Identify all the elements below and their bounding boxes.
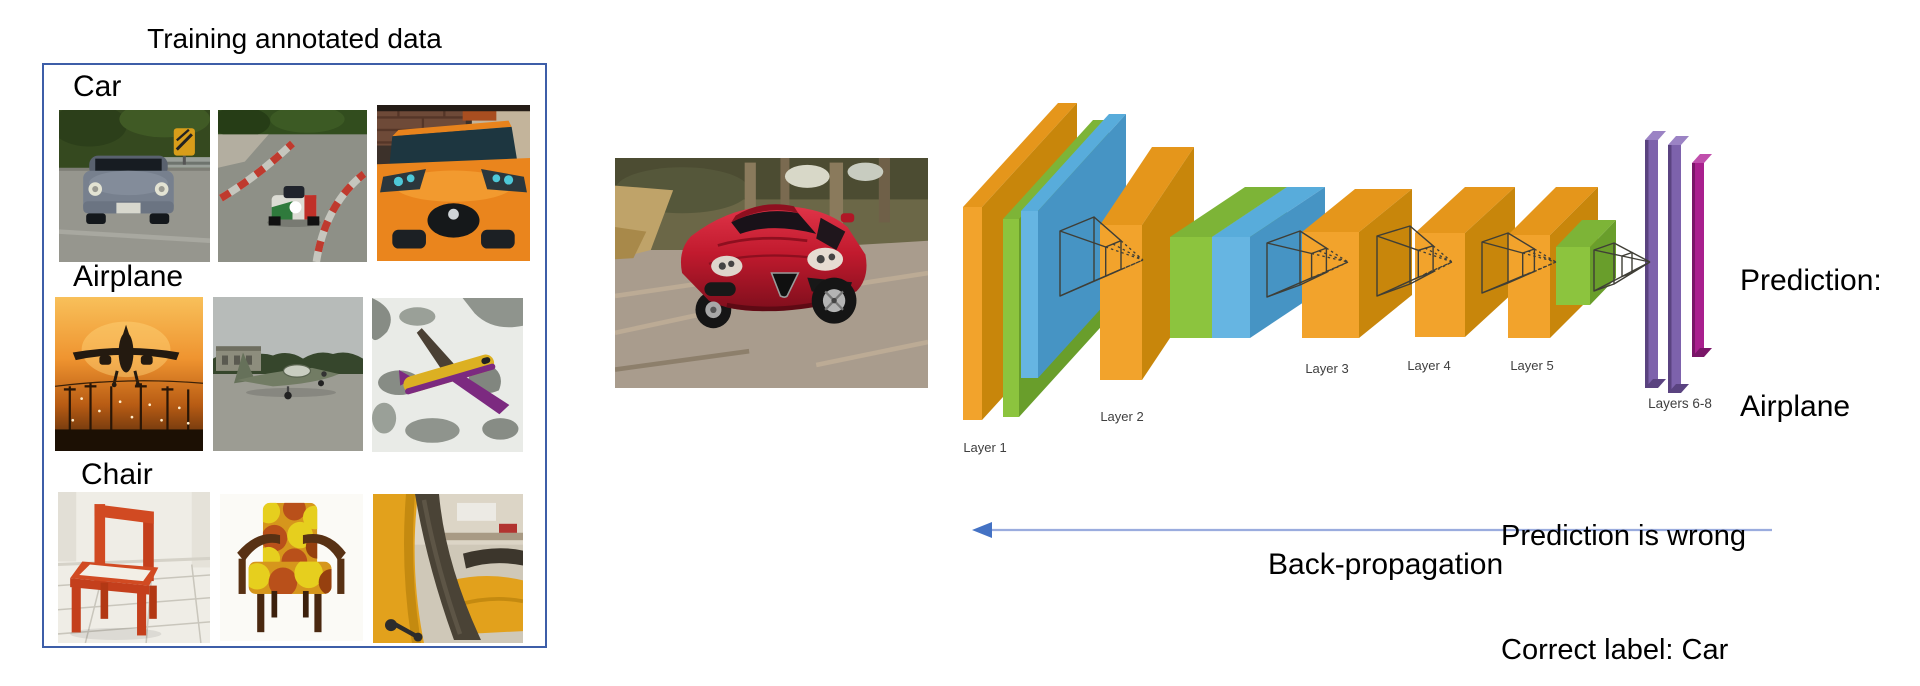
airplane-photo-3 xyxy=(372,298,523,452)
layer-2-label: Layer 2 xyxy=(1100,409,1144,424)
error-note: Prediction is wrong Correct label: Car xyxy=(1501,441,1746,686)
conv-frustum-4 xyxy=(1481,232,1557,294)
layer-5-label: Layer 5 xyxy=(1510,358,1554,373)
chair-photo-3 xyxy=(373,494,523,643)
backprop-arrow xyxy=(972,522,1772,538)
car-photo-3 xyxy=(377,105,530,261)
layer-4-label: Layer 4 xyxy=(1407,358,1451,373)
car-photo-1 xyxy=(59,110,210,262)
conv-frustum-3 xyxy=(1376,225,1453,297)
conv-frustum-2 xyxy=(1266,230,1349,298)
chair-photo-2 xyxy=(220,494,363,641)
car-photo-2 xyxy=(218,110,367,262)
prediction-line1: Prediction: xyxy=(1740,264,1882,297)
chair-photo-1 xyxy=(58,492,210,643)
prediction-text: Prediction: Airplane xyxy=(1740,176,1882,512)
conv-frustum-1 xyxy=(1059,216,1144,297)
airplane-photo-1 xyxy=(55,297,203,451)
category-label-car: Car xyxy=(73,70,122,103)
training-panel-title: Training annotated data xyxy=(147,23,442,54)
layer-1-label: Layer 1 xyxy=(963,440,1007,455)
prediction-line2: Airplane xyxy=(1740,390,1851,423)
layers-6-8-label: Layers 6-8 xyxy=(1648,396,1712,411)
category-label-chair: Chair xyxy=(81,458,153,491)
category-label-airplane: Airplane xyxy=(73,260,184,293)
error-note-line1: Prediction is wrong xyxy=(1501,520,1746,552)
backprop-label: Back-propagation xyxy=(1268,548,1504,581)
layer-3-label: Layer 3 xyxy=(1305,361,1349,376)
input-image-red-car xyxy=(615,158,928,388)
airplane-photo-2 xyxy=(213,297,363,451)
conv-frustum-5 xyxy=(1593,242,1651,292)
error-note-line2: Correct label: Car xyxy=(1501,634,1729,666)
